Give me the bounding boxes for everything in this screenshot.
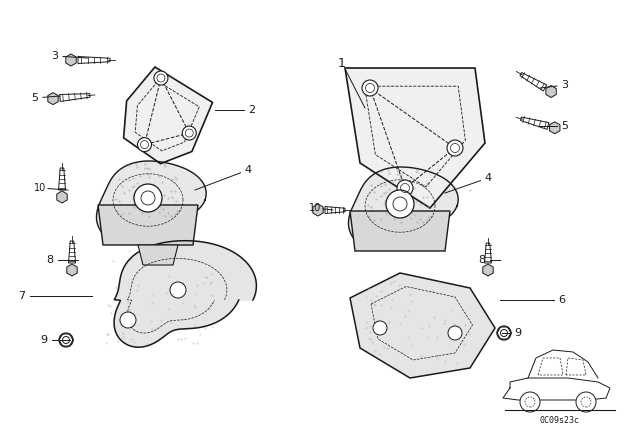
Polygon shape bbox=[484, 243, 492, 263]
Polygon shape bbox=[350, 211, 450, 251]
Text: 9: 9 bbox=[40, 335, 47, 345]
Text: 7: 7 bbox=[19, 291, 26, 301]
Circle shape bbox=[182, 126, 196, 140]
Polygon shape bbox=[66, 54, 76, 66]
Polygon shape bbox=[325, 207, 345, 214]
Text: 4: 4 bbox=[484, 173, 492, 183]
Circle shape bbox=[170, 282, 186, 298]
Circle shape bbox=[373, 321, 387, 335]
Circle shape bbox=[576, 392, 596, 412]
Polygon shape bbox=[97, 161, 206, 243]
Text: 2: 2 bbox=[248, 105, 255, 115]
Polygon shape bbox=[345, 68, 485, 208]
Text: 3: 3 bbox=[561, 80, 568, 90]
Polygon shape bbox=[57, 191, 67, 203]
Polygon shape bbox=[348, 167, 458, 250]
Text: 5: 5 bbox=[31, 93, 38, 103]
Polygon shape bbox=[313, 204, 323, 216]
Circle shape bbox=[448, 326, 462, 340]
Circle shape bbox=[154, 71, 168, 85]
Text: 5: 5 bbox=[561, 121, 568, 131]
Circle shape bbox=[397, 180, 413, 196]
Polygon shape bbox=[67, 264, 77, 276]
Circle shape bbox=[362, 80, 378, 96]
Polygon shape bbox=[58, 168, 65, 190]
Text: 8: 8 bbox=[47, 255, 54, 265]
Text: 0C09s23c: 0C09s23c bbox=[540, 415, 580, 425]
Circle shape bbox=[134, 184, 162, 212]
Circle shape bbox=[447, 140, 463, 156]
Polygon shape bbox=[520, 73, 547, 91]
Polygon shape bbox=[98, 205, 198, 245]
Polygon shape bbox=[483, 264, 493, 276]
Circle shape bbox=[59, 333, 73, 347]
Text: 3: 3 bbox=[51, 51, 58, 61]
Text: 6: 6 bbox=[559, 295, 566, 305]
Circle shape bbox=[497, 326, 511, 340]
Text: 10: 10 bbox=[309, 203, 321, 213]
Polygon shape bbox=[138, 245, 178, 265]
Polygon shape bbox=[48, 93, 58, 105]
Text: 9: 9 bbox=[515, 328, 522, 338]
Polygon shape bbox=[78, 56, 110, 64]
Polygon shape bbox=[124, 67, 212, 164]
Text: 1: 1 bbox=[338, 56, 346, 69]
Circle shape bbox=[120, 312, 136, 328]
Text: 8: 8 bbox=[479, 255, 486, 265]
Text: 10: 10 bbox=[34, 183, 46, 193]
Polygon shape bbox=[350, 273, 495, 378]
Text: 4: 4 bbox=[244, 165, 252, 175]
Polygon shape bbox=[60, 94, 90, 102]
Polygon shape bbox=[114, 241, 257, 347]
Circle shape bbox=[520, 392, 540, 412]
Circle shape bbox=[386, 190, 414, 218]
Polygon shape bbox=[520, 117, 549, 129]
Polygon shape bbox=[546, 86, 556, 98]
Circle shape bbox=[138, 138, 152, 152]
Polygon shape bbox=[68, 241, 76, 263]
Polygon shape bbox=[550, 122, 560, 134]
